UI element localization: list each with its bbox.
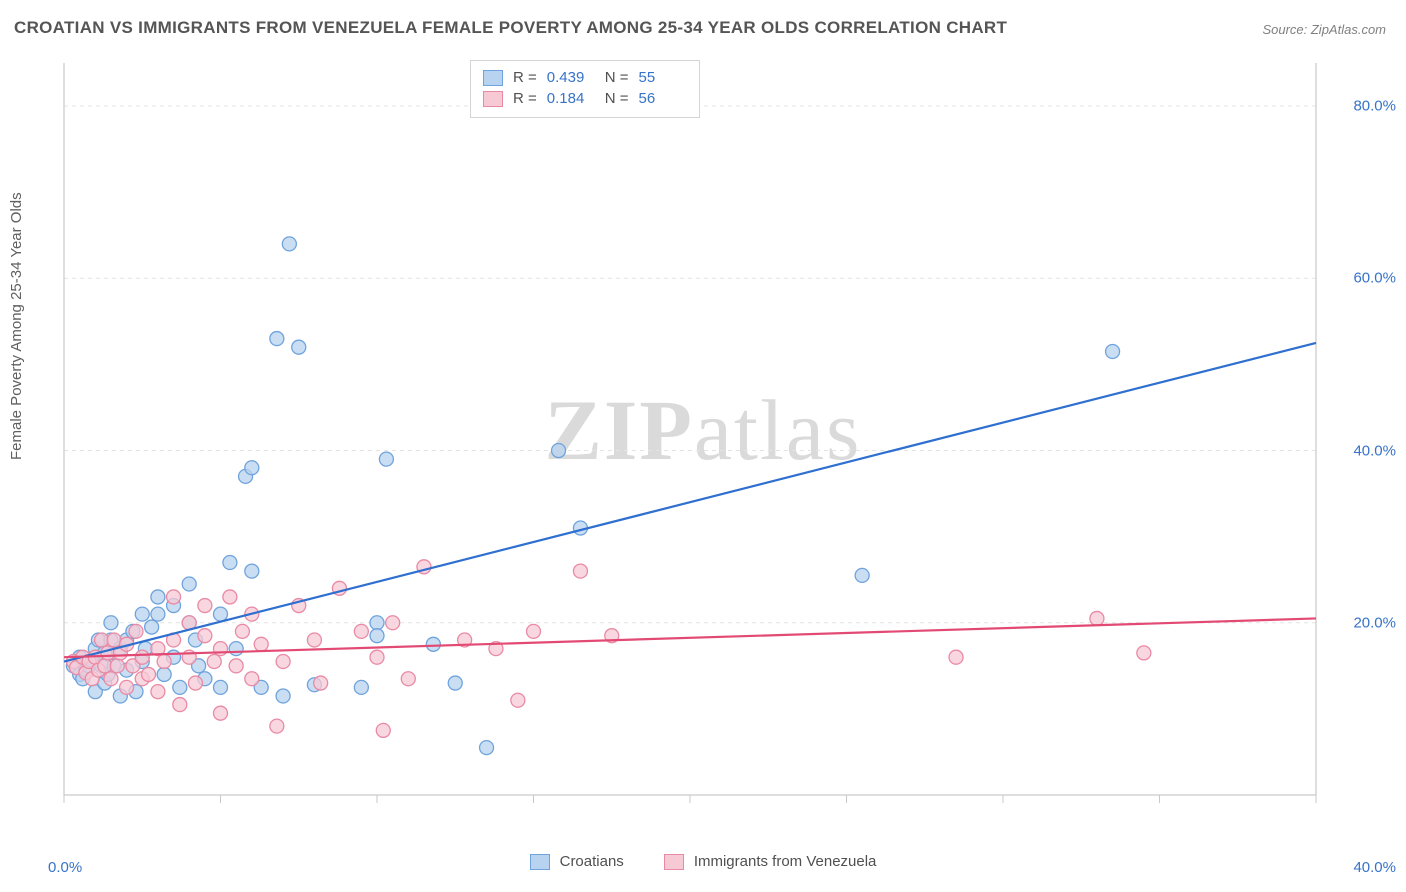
legend-label: Croatians	[560, 853, 624, 870]
legend-swatch	[483, 70, 503, 86]
y-tick-label: 40.0%	[1353, 442, 1396, 459]
legend-item-venezuela: Immigrants from Venezuela	[664, 853, 877, 870]
legend-row-venezuela: R = 0.184 N = 56	[483, 88, 687, 109]
series-legend: Croatians Immigrants from Venezuela	[0, 853, 1406, 870]
n-value: 55	[639, 69, 687, 86]
y-axis-label: Female Poverty Among 25-34 Year Olds	[8, 192, 25, 460]
n-value: 56	[639, 90, 687, 107]
legend-swatch	[664, 854, 684, 870]
legend-row-croatians: R = 0.439 N = 55	[483, 67, 687, 88]
n-label: N =	[605, 90, 629, 107]
n-label: N =	[605, 69, 629, 86]
plot-area	[50, 55, 1386, 835]
r-value: 0.184	[547, 90, 595, 107]
series-croatians	[66, 237, 1119, 755]
y-tick-label: 60.0%	[1353, 270, 1396, 287]
legend-swatch	[483, 91, 503, 107]
source-label: Source: ZipAtlas.com	[1262, 22, 1386, 37]
r-label: R =	[513, 90, 537, 107]
r-label: R =	[513, 69, 537, 86]
legend-label: Immigrants from Venezuela	[694, 853, 877, 870]
correlation-legend: R = 0.439 N = 55 R = 0.184 N = 56	[470, 60, 700, 118]
legend-swatch	[530, 854, 550, 870]
chart-title: CROATIAN VS IMMIGRANTS FROM VENEZUELA FE…	[14, 18, 1007, 38]
y-tick-label: 80.0%	[1353, 98, 1396, 115]
legend-item-croatians: Croatians	[530, 853, 624, 870]
r-value: 0.439	[547, 69, 595, 86]
scatter-chart-svg	[50, 55, 1386, 835]
y-tick-label: 20.0%	[1353, 614, 1396, 631]
